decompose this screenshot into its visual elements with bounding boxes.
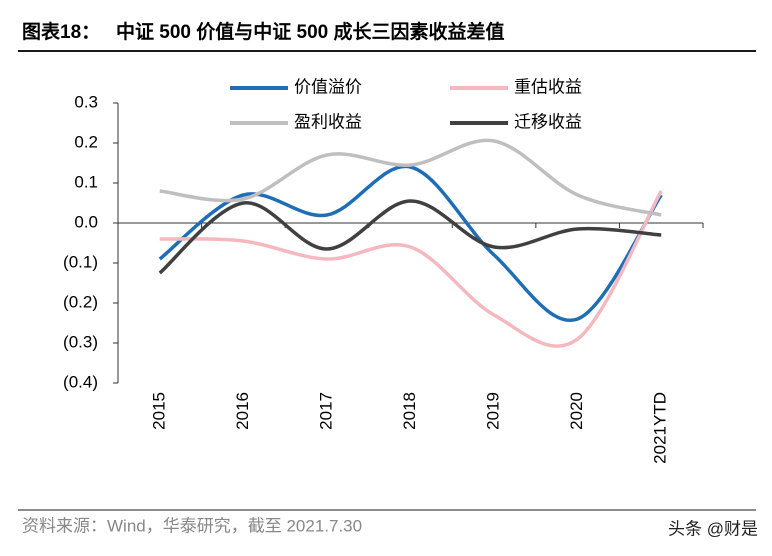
y-tick-label: 0.3 (74, 92, 98, 111)
legend-label: 盈利收益 (294, 112, 362, 131)
y-tick-label: 0.0 (74, 212, 98, 231)
y-tick-label: (0.4) (63, 372, 98, 391)
y-tick-label: 0.1 (74, 172, 98, 191)
y-tick-label: 0.2 (74, 132, 98, 151)
watermark: 头条 @财是 (668, 519, 758, 538)
y-tick-label: (0.2) (63, 292, 98, 311)
legend-label: 重估收益 (514, 77, 582, 96)
legend-label: 迁移收益 (514, 112, 582, 131)
series-line (158, 199, 662, 275)
x-tick-label: 2018 (400, 392, 419, 430)
x-tick-label: 2017 (316, 392, 335, 430)
legend-label: 价值溢价 (294, 77, 362, 96)
x-tick-label: 2019 (484, 392, 503, 430)
x-tick-label: 2020 (567, 392, 586, 430)
x-tick-label: 2016 (233, 392, 252, 430)
chart-title: 图表18： 中证 500 价值与中证 500 成长三因素收益差值 (22, 20, 505, 43)
y-tick-label: (0.1) (63, 252, 98, 271)
series-line (159, 138, 662, 217)
series-line (158, 164, 663, 323)
series-line (159, 190, 663, 348)
source-note: 资料来源：Wind，华泰研究，截至 2021.7.30 (22, 516, 362, 535)
x-tick-label: 2015 (149, 392, 168, 430)
y-tick-label: (0.3) (63, 332, 98, 351)
x-tick-label: 2021YTD (651, 392, 670, 464)
